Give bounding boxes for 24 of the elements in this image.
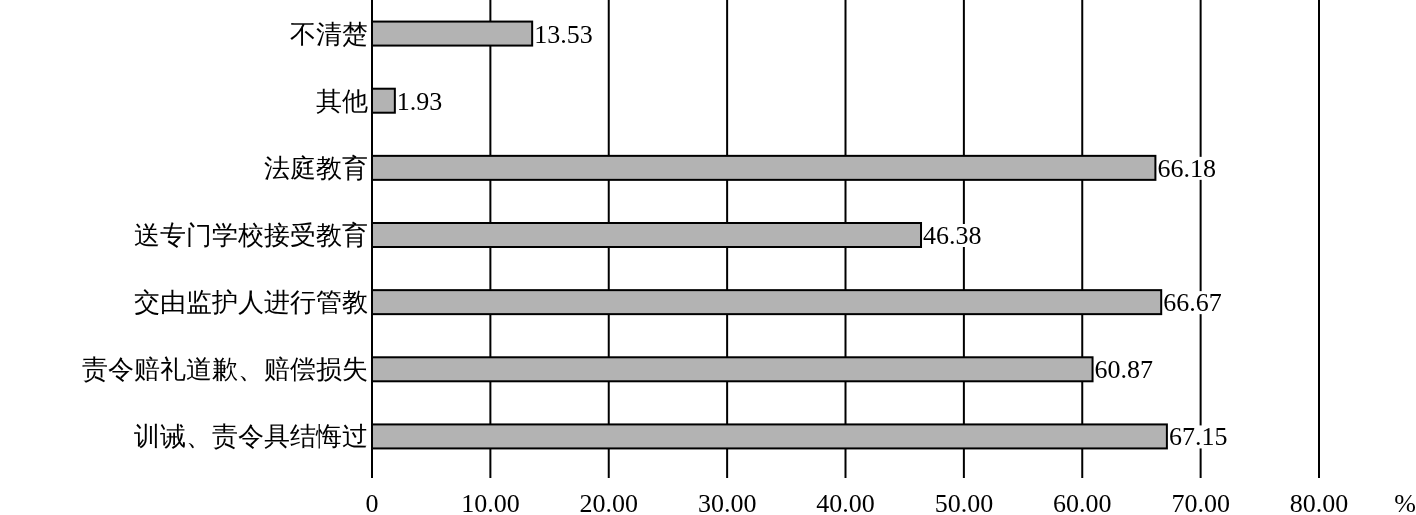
data-label: 1.93: [396, 86, 443, 116]
y-tick-label: 训诫、责令具结悔过: [134, 422, 368, 452]
x-tick-label: 60.00: [1053, 489, 1112, 515]
x-tick-label: 40.00: [816, 489, 875, 515]
data-label: 60.87: [1094, 355, 1154, 385]
x-tick-label: 70.00: [1171, 489, 1230, 515]
data-label: 13.53: [534, 19, 593, 49]
y-tick-label: 其他: [316, 86, 368, 116]
x-tick-label: 0: [365, 489, 379, 515]
data-label: 66.18: [1157, 153, 1216, 183]
data-label: 46.38: [923, 221, 982, 250]
x-tick-label: 10.00: [461, 489, 520, 515]
x-tick-label: 80.00: [1289, 489, 1349, 515]
x-tick-label: 50.00: [934, 489, 994, 515]
data-label: 66.67: [1163, 288, 1222, 318]
y-tick-label: 不清楚: [290, 19, 368, 49]
y-tick-label: 法庭教育: [264, 153, 368, 183]
x-tick-label: 20.00: [579, 489, 638, 515]
data-label: 67.15: [1168, 422, 1228, 452]
x-axis-title: %: [1394, 489, 1416, 515]
y-tick-label: 责令赔礼道歉、赔偿损失: [82, 355, 368, 385]
x-tick-label: 30.00: [697, 489, 757, 515]
y-tick-label: 送专门学校接受教育: [134, 221, 368, 250]
y-tick-label: 交由监护人进行管教: [134, 288, 368, 318]
